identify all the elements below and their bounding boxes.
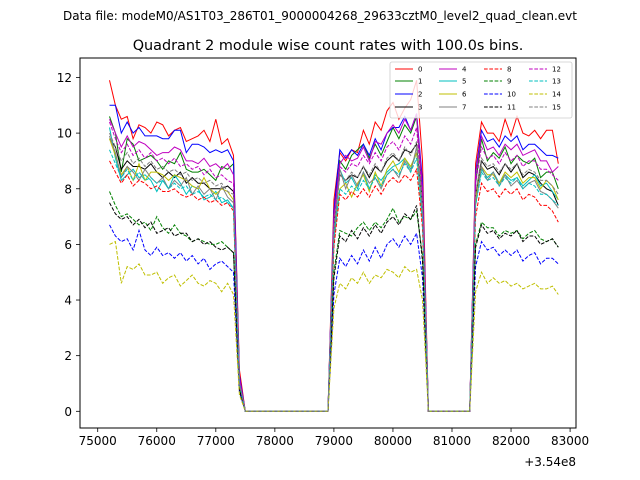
y-tick-label: 6 — [64, 238, 72, 252]
legend-label-12: 12 — [552, 66, 561, 74]
series-line-7 — [109, 135, 559, 412]
figure-suptitle: Data file: modeM0/AS1T03_286T01_90000042… — [63, 9, 577, 23]
y-tick-label: 10 — [57, 127, 72, 141]
series-line-5 — [109, 127, 559, 412]
legend-label-11: 11 — [507, 104, 516, 112]
x-tick-label: 76000 — [138, 434, 176, 448]
series-layer — [109, 80, 559, 412]
legend-label-8: 8 — [507, 66, 511, 74]
x-tick-label: 80000 — [374, 434, 412, 448]
chart-title: Quadrant 2 module wise count rates with … — [133, 38, 524, 54]
x-tick-label: 81000 — [433, 434, 471, 448]
series-line-0 — [109, 80, 559, 412]
y-axis: 0 2 4 6 8 10 12 — [57, 71, 80, 419]
x-tick-label: 82000 — [492, 434, 530, 448]
series-line-9 — [109, 191, 559, 412]
legend-label-0: 0 — [418, 66, 422, 74]
series-line-15 — [109, 132, 559, 412]
x-tick-label: 75000 — [79, 434, 117, 448]
series-line-2 — [109, 104, 559, 412]
x-tick-label: 79000 — [315, 434, 353, 448]
y-tick-label: 8 — [64, 182, 72, 196]
legend-label-2: 2 — [418, 91, 422, 99]
x-tick-label: 83000 — [551, 434, 589, 448]
legend-label-4: 4 — [462, 66, 467, 74]
legend-label-7: 7 — [462, 104, 466, 112]
legend-label-10: 10 — [507, 91, 516, 99]
x-axis: 75000 76000 77000 78000 79000 80000 81000 82000… — [79, 428, 589, 448]
y-tick-label: 4 — [64, 294, 72, 308]
x-axis-offset-label: +3.54e8 — [524, 455, 576, 469]
series-line-11 — [109, 202, 559, 412]
legend-label-14: 14 — [552, 91, 561, 99]
series-line-14 — [109, 240, 559, 412]
series-line-10 — [109, 224, 559, 412]
series-line-8 — [109, 160, 559, 412]
x-tick-label: 77000 — [197, 434, 235, 448]
legend-label-15: 15 — [552, 104, 561, 112]
series-line-3 — [109, 138, 559, 412]
series-line-6 — [109, 138, 559, 412]
y-tick-label: 2 — [64, 349, 72, 363]
series-line-4 — [109, 113, 559, 412]
legend-label-3: 3 — [418, 104, 422, 112]
legend-label-5: 5 — [462, 78, 466, 86]
series-line-12 — [109, 121, 559, 412]
legend-label-6: 6 — [462, 91, 467, 99]
series-line-13 — [109, 149, 559, 412]
legend-label-9: 9 — [507, 78, 511, 86]
legend-label-1: 1 — [418, 78, 422, 86]
legend-frame — [389, 61, 573, 119]
axes-frame — [79, 57, 577, 429]
x-tick-label: 78000 — [256, 434, 294, 448]
legend-label-13: 13 — [552, 78, 561, 86]
y-tick-label: 12 — [57, 71, 72, 85]
y-tick-label: 0 — [64, 405, 72, 419]
